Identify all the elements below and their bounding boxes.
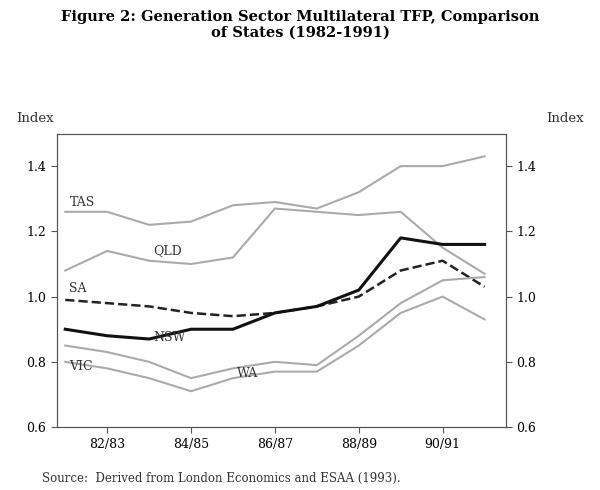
Text: Index: Index xyxy=(16,112,54,125)
Text: QLD: QLD xyxy=(153,245,182,257)
Text: SA: SA xyxy=(70,282,87,295)
Text: Source:  Derived from London Economics and ESAA (1993).: Source: Derived from London Economics an… xyxy=(42,472,401,485)
Text: VIC: VIC xyxy=(70,360,93,373)
Text: Index: Index xyxy=(546,112,584,125)
Text: WA: WA xyxy=(237,367,259,380)
Text: NSW: NSW xyxy=(153,331,185,344)
Text: Figure 2: Generation Sector Multilateral TFP, Comparison
of States (1982-1991): Figure 2: Generation Sector Multilateral… xyxy=(61,10,539,40)
Text: TAS: TAS xyxy=(70,196,95,209)
